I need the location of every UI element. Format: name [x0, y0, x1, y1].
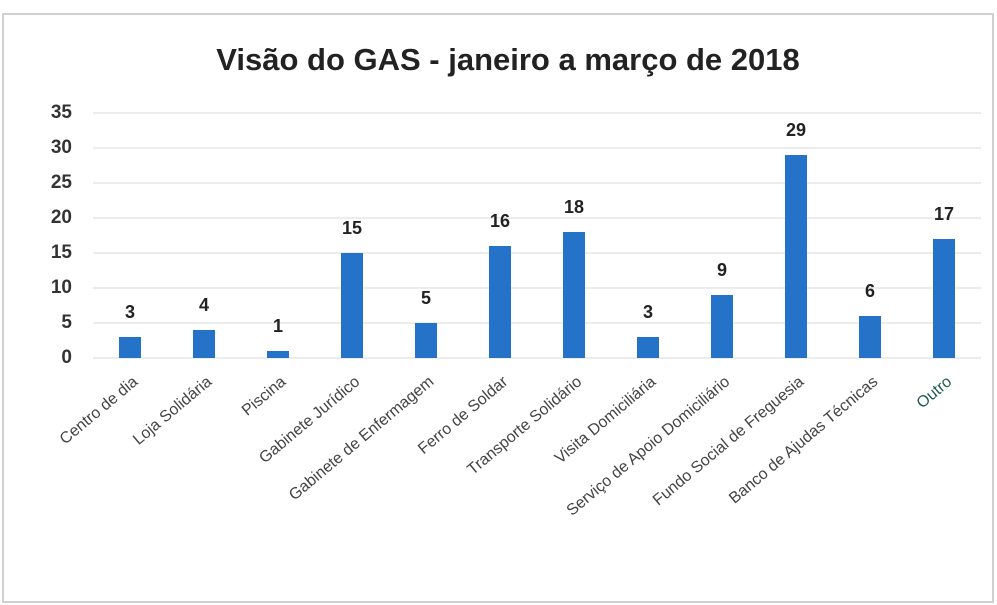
- bar: [933, 239, 955, 358]
- bar: [267, 351, 289, 358]
- bar: [785, 155, 807, 358]
- y-tick-label: 0: [61, 347, 72, 368]
- data-label: 17: [934, 204, 954, 224]
- bar: [711, 295, 733, 358]
- y-tick-label: 5: [61, 312, 72, 333]
- y-tick-label: 10: [51, 277, 72, 298]
- bar: [489, 246, 511, 358]
- bar: [563, 232, 585, 358]
- y-tick-label: 20: [51, 207, 72, 228]
- data-label: 1: [273, 316, 283, 336]
- data-label: 29: [786, 120, 806, 140]
- y-tick-label: 30: [51, 137, 72, 158]
- data-label: 16: [490, 211, 510, 231]
- data-label: 3: [643, 302, 653, 322]
- y-tick-label: 25: [51, 172, 73, 193]
- bar: [341, 253, 363, 358]
- bar: [119, 337, 141, 358]
- bar: [193, 330, 215, 358]
- data-label: 4: [199, 295, 209, 315]
- bar: [859, 316, 881, 358]
- data-label: 9: [717, 260, 727, 280]
- y-tick-label: 35: [51, 102, 73, 123]
- data-label: 5: [421, 288, 431, 308]
- bar: [637, 337, 659, 358]
- data-label: 6: [865, 281, 875, 301]
- data-label: 15: [342, 218, 362, 238]
- data-label: 3: [125, 302, 135, 322]
- chart-title: Visão do GAS - janeiro a março de 2018: [216, 42, 800, 77]
- data-label: 18: [564, 197, 584, 217]
- y-tick-label: 15: [51, 242, 73, 263]
- bar: [415, 323, 437, 358]
